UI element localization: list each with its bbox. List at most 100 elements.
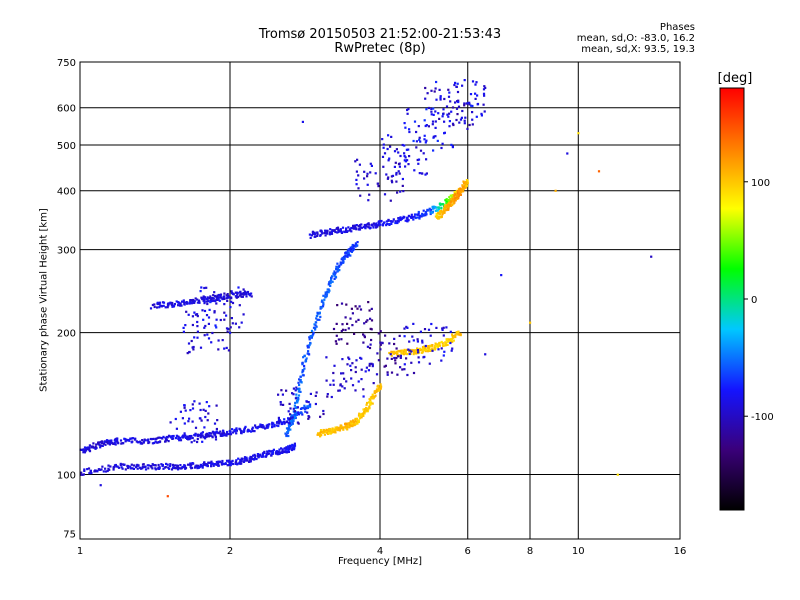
data-point — [235, 295, 238, 298]
data-point — [340, 338, 343, 341]
data-point — [277, 420, 280, 423]
data-point — [370, 319, 374, 322]
data-point — [200, 296, 203, 299]
data-point — [320, 306, 323, 309]
data-point — [246, 429, 249, 432]
data-point — [203, 309, 207, 313]
data-point — [458, 121, 461, 124]
data-point — [97, 468, 100, 471]
data-point — [129, 465, 132, 468]
data-point — [368, 346, 372, 350]
data-point — [456, 113, 459, 116]
data-point — [377, 224, 380, 227]
data-point — [196, 434, 200, 438]
data-point — [366, 345, 369, 348]
data-point — [447, 88, 450, 91]
data-point — [334, 426, 337, 429]
data-point — [207, 435, 210, 438]
data-point — [326, 230, 329, 233]
data-point — [407, 214, 410, 217]
data-point — [410, 350, 413, 353]
data-point — [311, 230, 315, 233]
data-point — [437, 112, 440, 115]
data-point — [200, 465, 203, 468]
data-point — [360, 368, 363, 371]
data-point — [303, 364, 306, 368]
data-point — [335, 265, 338, 268]
data-point — [448, 196, 451, 199]
data-point — [417, 162, 420, 165]
data-point — [440, 347, 443, 350]
data-point — [381, 138, 384, 141]
data-point — [213, 311, 216, 314]
data-point — [131, 467, 134, 470]
data-point — [319, 415, 322, 418]
data-point — [427, 345, 430, 348]
plot-frame — [79, 61, 681, 540]
data-point — [448, 125, 451, 128]
data-point — [434, 347, 437, 350]
data-point — [203, 302, 206, 305]
data-point — [214, 434, 217, 437]
data-point — [277, 416, 280, 419]
data-point — [370, 401, 373, 404]
data-point — [453, 194, 456, 197]
data-point — [182, 435, 186, 438]
data-point — [158, 466, 161, 469]
data-point — [483, 94, 486, 97]
data-point — [196, 301, 199, 304]
data-point — [450, 349, 453, 352]
data-point — [445, 208, 448, 211]
data-point — [401, 143, 404, 147]
data-point — [468, 123, 471, 127]
data-point — [335, 342, 338, 345]
data-point — [157, 436, 160, 439]
data-point — [380, 385, 383, 388]
data-point — [211, 299, 214, 303]
data-point — [443, 205, 446, 208]
data-point — [390, 350, 393, 353]
data-point — [311, 334, 314, 337]
data-point — [166, 306, 169, 309]
data-point — [279, 451, 282, 454]
data-point — [466, 102, 469, 105]
data-point — [206, 434, 209, 437]
data-point — [152, 437, 155, 440]
data-point — [399, 216, 402, 219]
data-point — [475, 115, 478, 118]
data-point — [335, 334, 338, 337]
data-point — [451, 347, 454, 350]
data-point — [377, 387, 380, 390]
data-point — [435, 344, 438, 348]
data-point — [428, 362, 431, 365]
data-point — [353, 227, 356, 230]
data-point — [299, 407, 303, 410]
data-point — [381, 155, 385, 158]
data-point — [316, 318, 319, 321]
data-point — [136, 467, 139, 470]
data-point — [288, 402, 291, 405]
data-point — [303, 367, 306, 370]
data-point — [450, 110, 453, 113]
data-point — [204, 415, 207, 419]
data-point — [208, 432, 211, 435]
data-point — [112, 468, 115, 471]
data-point — [289, 421, 293, 424]
data-point — [379, 348, 382, 351]
data-point — [329, 430, 332, 433]
data-point — [350, 226, 353, 230]
data-point — [221, 339, 224, 342]
data-point — [354, 305, 357, 308]
data-point — [443, 97, 446, 101]
data-point — [377, 185, 380, 188]
data-point — [451, 106, 455, 109]
data-point — [425, 172, 428, 175]
data-point — [337, 389, 340, 392]
data-point — [336, 304, 339, 307]
data-point — [156, 301, 159, 304]
data-point — [395, 173, 398, 176]
data-point — [447, 95, 451, 98]
data-point — [209, 301, 212, 304]
data-point — [444, 342, 447, 345]
data-point — [292, 417, 296, 420]
